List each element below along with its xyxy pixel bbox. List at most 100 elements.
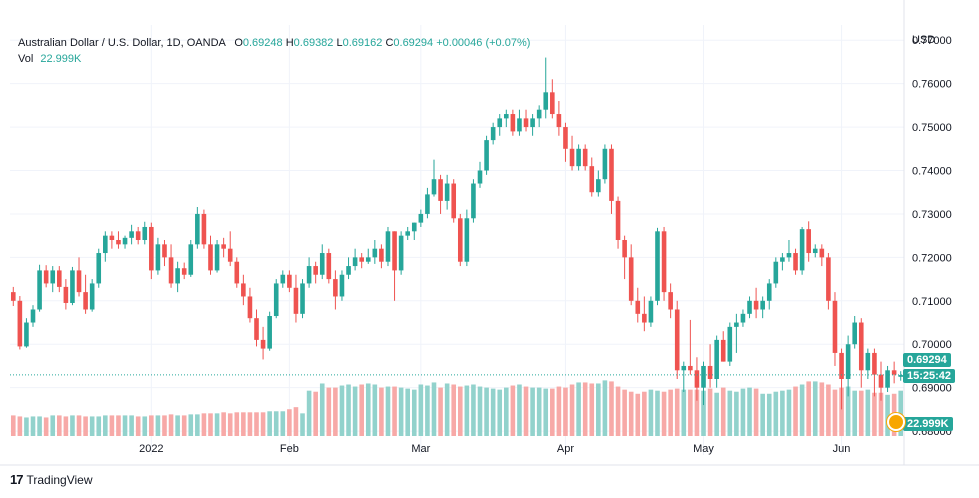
volume-bar — [162, 415, 167, 436]
volume-bar — [694, 389, 700, 436]
volume-bar — [799, 384, 805, 436]
candle-body — [89, 283, 95, 310]
y-tick-label: 0.75000 — [912, 122, 952, 134]
candle-body — [727, 326, 733, 362]
volume-bar — [589, 383, 595, 436]
candle-body — [63, 286, 69, 303]
volume-bar — [293, 407, 299, 436]
candle-body — [398, 235, 404, 271]
volume-label[interactable]: Vol — [18, 53, 34, 65]
volume-bar — [885, 394, 890, 436]
high-label: H — [285, 37, 294, 49]
currency-label[interactable]: USD — [912, 34, 936, 46]
volume-bar — [129, 415, 134, 436]
candle-body — [37, 270, 42, 310]
volume-bar — [241, 412, 246, 436]
volume-bar — [372, 384, 378, 436]
candle-body — [365, 257, 371, 262]
volume-bar — [149, 415, 154, 436]
candle-body — [681, 365, 687, 371]
candle-body — [254, 318, 259, 340]
candle-body — [372, 248, 378, 258]
candle-body — [891, 370, 897, 375]
volume-bar — [872, 392, 877, 436]
volume-bar — [385, 386, 391, 436]
candle-body — [734, 322, 739, 327]
y-axis[interactable]: 0.680000.690000.700000.710000.720000.730… — [903, 0, 952, 465]
candle-body — [865, 352, 871, 371]
candle-body — [333, 279, 338, 297]
candle-body — [536, 109, 542, 119]
candle-body — [451, 183, 457, 219]
volume-bar — [221, 412, 226, 436]
candle-body — [273, 283, 279, 317]
volume-bar — [484, 387, 489, 436]
volume-bar — [411, 389, 417, 436]
x-axis[interactable]: 2022 Feb Mar Apr May Jun — [0, 443, 979, 466]
candle-body — [694, 370, 700, 388]
candle-body — [149, 226, 154, 271]
candle-body — [550, 92, 555, 115]
volume-bar — [602, 380, 608, 436]
candle-body — [293, 287, 299, 314]
volume-bar — [852, 390, 857, 436]
candle-body — [214, 244, 220, 271]
volume-bar — [116, 415, 121, 436]
volume-bar — [63, 416, 69, 436]
candle-body — [260, 339, 266, 349]
volume-bar — [707, 388, 713, 436]
symbol-title[interactable]: Australian Dollar / U.S. Dollar, 1D, OAN… — [18, 37, 226, 49]
volume-bar — [70, 415, 75, 436]
volume-bar — [648, 389, 654, 436]
candle-body — [799, 229, 805, 271]
volume-bar — [227, 413, 233, 436]
volume-bar — [30, 416, 36, 436]
candle-body — [628, 257, 634, 301]
close-value: 0.69294 — [393, 37, 434, 49]
volume-bar — [398, 387, 404, 436]
candle-body — [510, 114, 516, 132]
volume-bar — [714, 392, 719, 436]
candle-body — [392, 231, 397, 271]
high-value: 0.69382 — [293, 37, 334, 49]
volume-bar — [89, 416, 95, 436]
globe-icon[interactable] — [887, 413, 905, 431]
volume-bar — [333, 387, 338, 436]
volume-bar — [530, 387, 535, 436]
volume-bar — [839, 387, 844, 436]
volume-bar — [681, 389, 687, 436]
volume-bar — [569, 384, 575, 436]
y-tick-label: 0.71000 — [912, 296, 952, 308]
volume-bar — [188, 414, 194, 436]
candle-body — [707, 365, 713, 379]
volume-bar — [536, 387, 542, 436]
candle-body — [471, 183, 476, 219]
candle-body — [563, 127, 568, 149]
candle-body — [596, 179, 601, 193]
candle-body — [484, 140, 489, 171]
candle-body — [142, 226, 148, 240]
volume-bar — [464, 385, 470, 436]
tradingview-brand[interactable]: 17 TradingView — [10, 472, 93, 487]
volume-bar — [576, 382, 581, 436]
candle-body — [76, 270, 82, 293]
low-label: L — [336, 37, 343, 49]
volume-bar — [319, 383, 325, 436]
candle-body — [720, 339, 726, 362]
candle-body — [786, 253, 792, 258]
candle-body — [50, 270, 56, 284]
candle-body — [326, 253, 332, 280]
volume-bar — [10, 415, 16, 436]
volume-bar — [438, 387, 443, 436]
volume-bar — [747, 387, 752, 436]
volume-bar — [504, 387, 509, 436]
candle-body — [674, 309, 680, 371]
volume-bar — [832, 389, 838, 436]
volume-bar — [477, 386, 483, 436]
candle-body — [523, 118, 529, 128]
volume-bar — [543, 388, 549, 436]
candle-body — [543, 92, 549, 110]
candle-body — [418, 213, 424, 223]
candle-body — [464, 218, 470, 262]
